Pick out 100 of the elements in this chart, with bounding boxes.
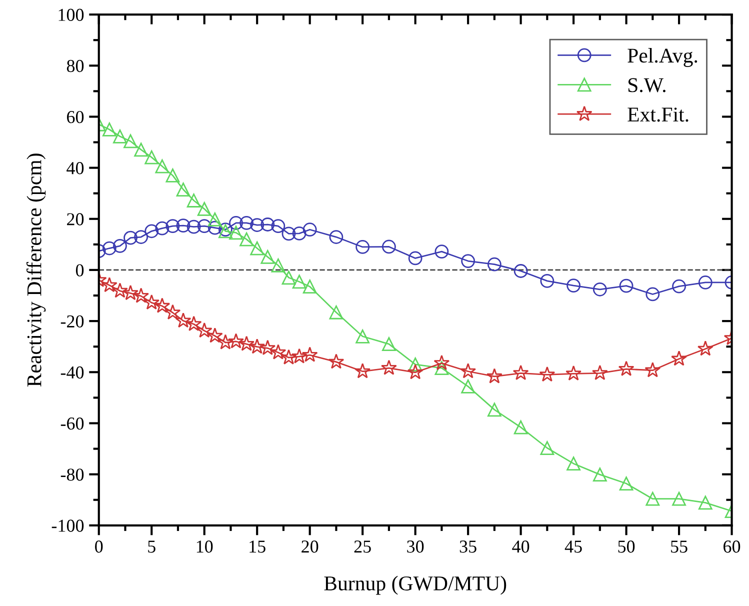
point — [155, 221, 170, 236]
point — [382, 240, 396, 254]
y-tick-label: 20 — [67, 213, 84, 226]
point — [302, 346, 318, 362]
point — [113, 129, 127, 144]
x-tick-label: 25 — [354, 540, 371, 553]
point — [197, 202, 212, 216]
point — [250, 241, 264, 256]
y-axis-title: Reactivity Difference (pcm) — [26, 154, 46, 387]
point — [175, 312, 192, 328]
point — [292, 226, 306, 240]
x-tick-label: 20 — [302, 540, 318, 553]
point — [271, 258, 286, 272]
point — [124, 134, 138, 148]
y-tick-label: 100 — [58, 8, 84, 21]
point — [122, 284, 138, 300]
point — [540, 274, 554, 288]
point — [249, 338, 266, 354]
point — [671, 350, 687, 366]
point — [186, 220, 201, 234]
point — [512, 364, 529, 380]
point — [154, 298, 170, 313]
y-tick-label: -60 — [60, 417, 84, 430]
point — [514, 264, 528, 278]
point — [238, 336, 255, 351]
x-tick-label: 50 — [618, 540, 635, 553]
point — [672, 492, 686, 506]
point — [144, 150, 159, 164]
point — [282, 226, 296, 241]
point — [698, 276, 712, 290]
point — [292, 274, 306, 289]
point — [592, 468, 607, 482]
point — [196, 322, 212, 338]
point — [217, 334, 234, 350]
point — [228, 333, 244, 348]
point — [260, 250, 275, 264]
point — [302, 280, 317, 294]
y-tick-label: -20 — [60, 315, 84, 328]
point — [134, 230, 148, 244]
point — [539, 366, 556, 382]
point — [144, 294, 160, 310]
point — [124, 230, 138, 245]
point — [619, 476, 634, 490]
y-tick-label: 80 — [66, 60, 84, 72]
point — [280, 349, 297, 364]
point — [566, 278, 580, 292]
point — [540, 441, 554, 455]
point — [134, 142, 148, 157]
x-tick-label: 15 — [250, 540, 266, 553]
x-tick-label: 10 — [196, 540, 213, 553]
point — [407, 364, 424, 380]
y-tick-label: 0 — [76, 264, 84, 276]
y-tick-label: 60 — [67, 110, 84, 124]
point — [260, 340, 276, 356]
point — [260, 218, 275, 232]
point — [646, 287, 660, 302]
point — [208, 212, 222, 226]
point — [329, 230, 344, 244]
point — [460, 363, 476, 378]
x-tick-label: 40 — [512, 540, 530, 553]
point — [250, 218, 264, 232]
point — [176, 218, 190, 232]
point — [434, 361, 449, 376]
point — [434, 244, 449, 259]
point — [672, 279, 686, 294]
legend-label: Ext.Fit. — [628, 108, 688, 122]
point — [229, 226, 243, 240]
point — [644, 362, 661, 378]
point — [487, 257, 502, 272]
point — [618, 360, 634, 376]
point — [461, 380, 476, 394]
point — [408, 251, 422, 266]
point — [155, 159, 170, 174]
point — [197, 219, 212, 233]
point — [271, 219, 286, 233]
point — [566, 365, 582, 381]
point — [592, 282, 607, 296]
point — [133, 288, 150, 303]
point — [380, 360, 397, 375]
point — [646, 492, 660, 506]
y-tick-label: -40 — [60, 366, 84, 379]
point — [566, 456, 580, 471]
x-tick-label: 5 — [148, 540, 156, 553]
point — [282, 270, 296, 285]
point — [144, 224, 159, 238]
point — [186, 316, 202, 331]
point — [697, 340, 714, 356]
point — [186, 194, 201, 208]
point — [164, 304, 181, 320]
point — [382, 337, 396, 351]
legend-label: S.W. — [628, 78, 666, 92]
x-tick-label: 30 — [407, 540, 424, 553]
y-tick-label: 40 — [66, 162, 84, 174]
point — [619, 278, 634, 293]
point — [240, 232, 254, 246]
x-tick-label: 0 — [95, 540, 103, 553]
point — [514, 420, 528, 434]
legend-label: Pel.Avg. — [628, 48, 698, 67]
point — [487, 402, 502, 417]
y-tick-label: -80 — [60, 468, 84, 481]
